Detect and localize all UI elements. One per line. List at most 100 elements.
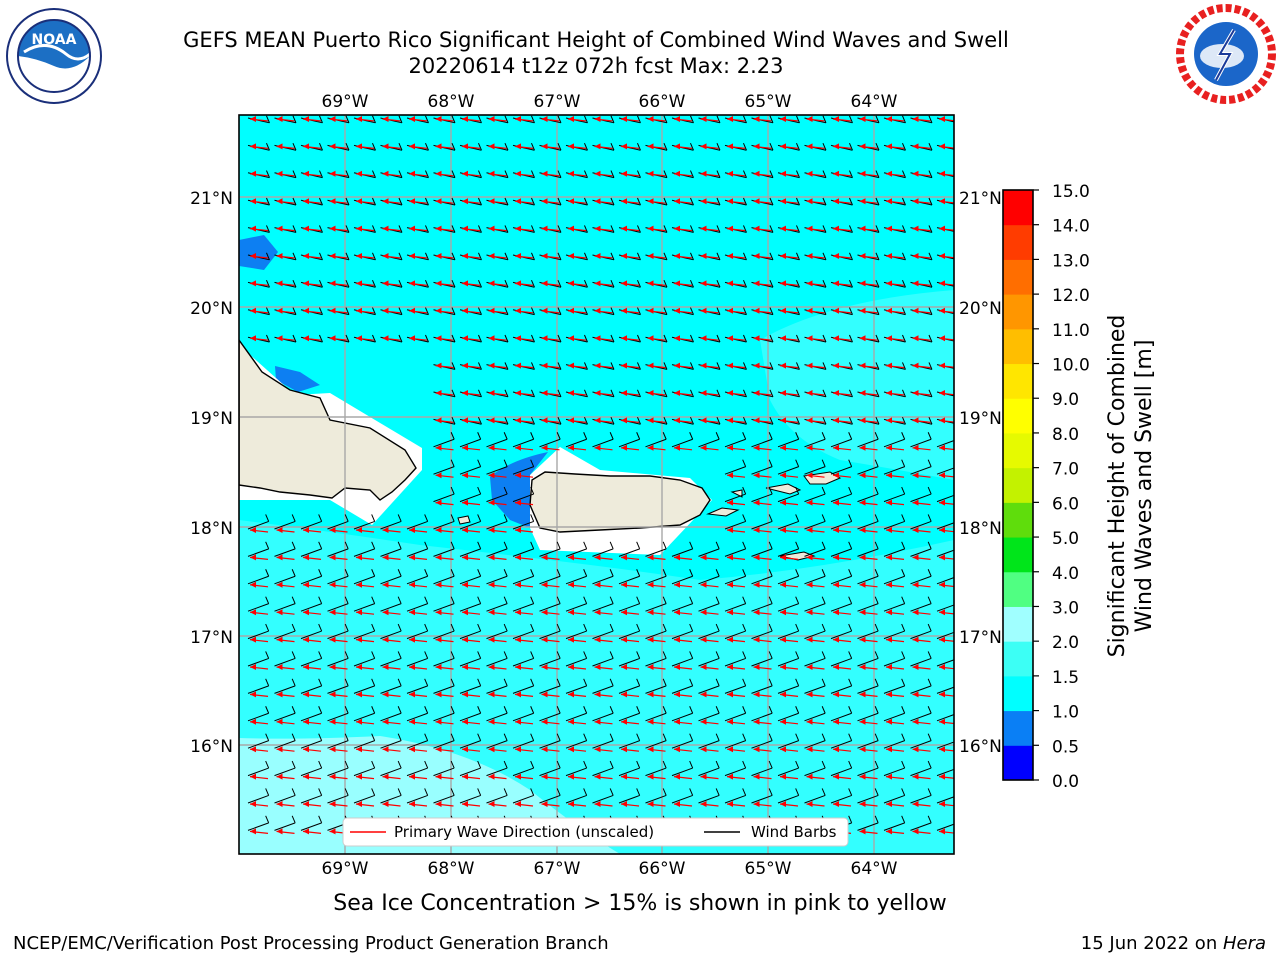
wind-barb-flag xyxy=(319,197,323,206)
wave-arrow-head xyxy=(515,691,521,698)
wave-arrow-head xyxy=(939,225,945,232)
wave-arrow-head xyxy=(594,636,601,643)
wind-barb xyxy=(804,712,826,722)
wind-barb xyxy=(247,767,269,777)
wind-barb xyxy=(910,657,932,667)
wind-barb xyxy=(698,767,720,777)
wave-arrow-head xyxy=(250,527,256,533)
wave-arrow-head xyxy=(329,801,336,807)
wave-arrow-head xyxy=(859,773,866,780)
wind-barb-flag xyxy=(663,115,668,123)
wind-barb-flag xyxy=(636,651,641,659)
wind-barb-flag xyxy=(610,417,615,425)
wind-barb xyxy=(433,575,455,585)
wind-barb-flag xyxy=(901,678,906,687)
wind-barb-flag xyxy=(821,623,826,632)
wave-arrow-head xyxy=(462,718,468,725)
wave-arrow-head xyxy=(303,581,309,588)
lat-tick-label: 21°N xyxy=(959,189,1002,209)
wave-arrow-head xyxy=(382,746,389,753)
wind-barb xyxy=(300,794,322,804)
wave-arrow-head xyxy=(621,664,627,670)
wind-barb-flag xyxy=(716,362,721,370)
wind-barb-flag xyxy=(504,362,509,370)
wind-barb-flag xyxy=(398,307,403,315)
wind-barb-flag xyxy=(530,486,535,495)
wind-barb-flag xyxy=(610,307,615,315)
wave-arrow-head xyxy=(700,280,707,287)
wave-arrow-head xyxy=(594,225,601,232)
wind-barb-flag xyxy=(556,569,561,577)
wave-arrow-head xyxy=(753,335,760,342)
wave-arrow-head xyxy=(303,718,309,725)
land-hispaniola xyxy=(239,338,417,501)
wind-barb-flag xyxy=(291,815,296,824)
wind-barb xyxy=(883,575,905,585)
wave-arrow-head xyxy=(780,499,786,506)
wind-barb xyxy=(247,630,269,640)
wind-barb-flag xyxy=(398,280,403,288)
wave-arrow-head xyxy=(939,581,945,588)
wind-barb-flag xyxy=(902,225,906,233)
wave-arrow-head xyxy=(541,198,548,205)
wave-arrow-head xyxy=(250,581,256,588)
wave-arrow-head xyxy=(647,691,654,698)
wind-barb-flag xyxy=(716,389,721,397)
wave-arrow-head xyxy=(329,746,336,753)
wave-arrow-head xyxy=(462,280,468,287)
wave-arrow-head xyxy=(568,691,574,698)
wave-arrow-head xyxy=(382,170,389,177)
wind-barb-flag xyxy=(503,733,508,741)
wind-barb-flag xyxy=(265,760,270,769)
wind-barb-flag xyxy=(637,417,641,425)
footer-date-text: 15 Jun 2022 on xyxy=(1080,933,1223,954)
wave-arrow-head xyxy=(356,170,362,177)
wind-barb xyxy=(592,685,614,694)
wind-barb xyxy=(751,712,773,722)
wind-barb-flag xyxy=(345,334,350,343)
wave-arrow-head xyxy=(409,664,415,670)
wind-barb-flag xyxy=(769,115,774,123)
wave-arrow-head xyxy=(276,143,283,150)
wave-arrow-head xyxy=(939,472,945,479)
wind-barb xyxy=(910,493,932,503)
wind-barb-flag xyxy=(769,143,774,151)
wind-barb-flag xyxy=(902,115,906,123)
wave-arrow-head xyxy=(250,280,256,287)
wave-arrow-head xyxy=(594,335,601,342)
footer-date: 15 Jun 2022 on Hera xyxy=(1081,933,1266,954)
wave-arrow-head xyxy=(621,417,627,424)
wind-barb-flag xyxy=(451,280,456,288)
noaa-logo-text: NOAA xyxy=(32,32,77,48)
wave-arrow-head xyxy=(886,417,892,424)
wind-barb-flag xyxy=(478,197,482,206)
wave-arrow-head xyxy=(647,170,654,177)
wave-arrow-head xyxy=(859,527,866,533)
wind-barb-flag xyxy=(372,280,376,288)
wind-barb xyxy=(936,522,954,530)
wind-barb xyxy=(486,438,508,448)
wind-barb-flag xyxy=(451,143,456,151)
wave-arrow-head xyxy=(647,307,654,314)
wave-arrow-head xyxy=(329,143,336,150)
wind-barb-flag xyxy=(821,432,826,440)
wind-barb-flag xyxy=(424,569,429,577)
wave-arrow-head xyxy=(435,307,442,314)
wind-barb-flag xyxy=(344,541,349,550)
wind-barb-flag xyxy=(266,197,270,206)
wind-barb xyxy=(910,740,932,749)
wave-arrow-head xyxy=(674,801,680,807)
wind-barb xyxy=(565,548,587,557)
wind-barb-flag xyxy=(583,651,588,659)
wind-barb xyxy=(936,768,954,777)
wind-barb-flag xyxy=(372,170,376,178)
wind-barb xyxy=(910,466,932,475)
wave-arrow-head xyxy=(859,581,866,588)
wind-barb xyxy=(486,630,508,640)
wave-arrow-head xyxy=(276,801,283,807)
wind-barb xyxy=(592,740,614,749)
wind-barb-flag xyxy=(742,432,747,440)
wave-arrow-head xyxy=(700,609,707,616)
wave-arrow-head xyxy=(727,198,733,205)
wind-barb xyxy=(565,794,587,804)
